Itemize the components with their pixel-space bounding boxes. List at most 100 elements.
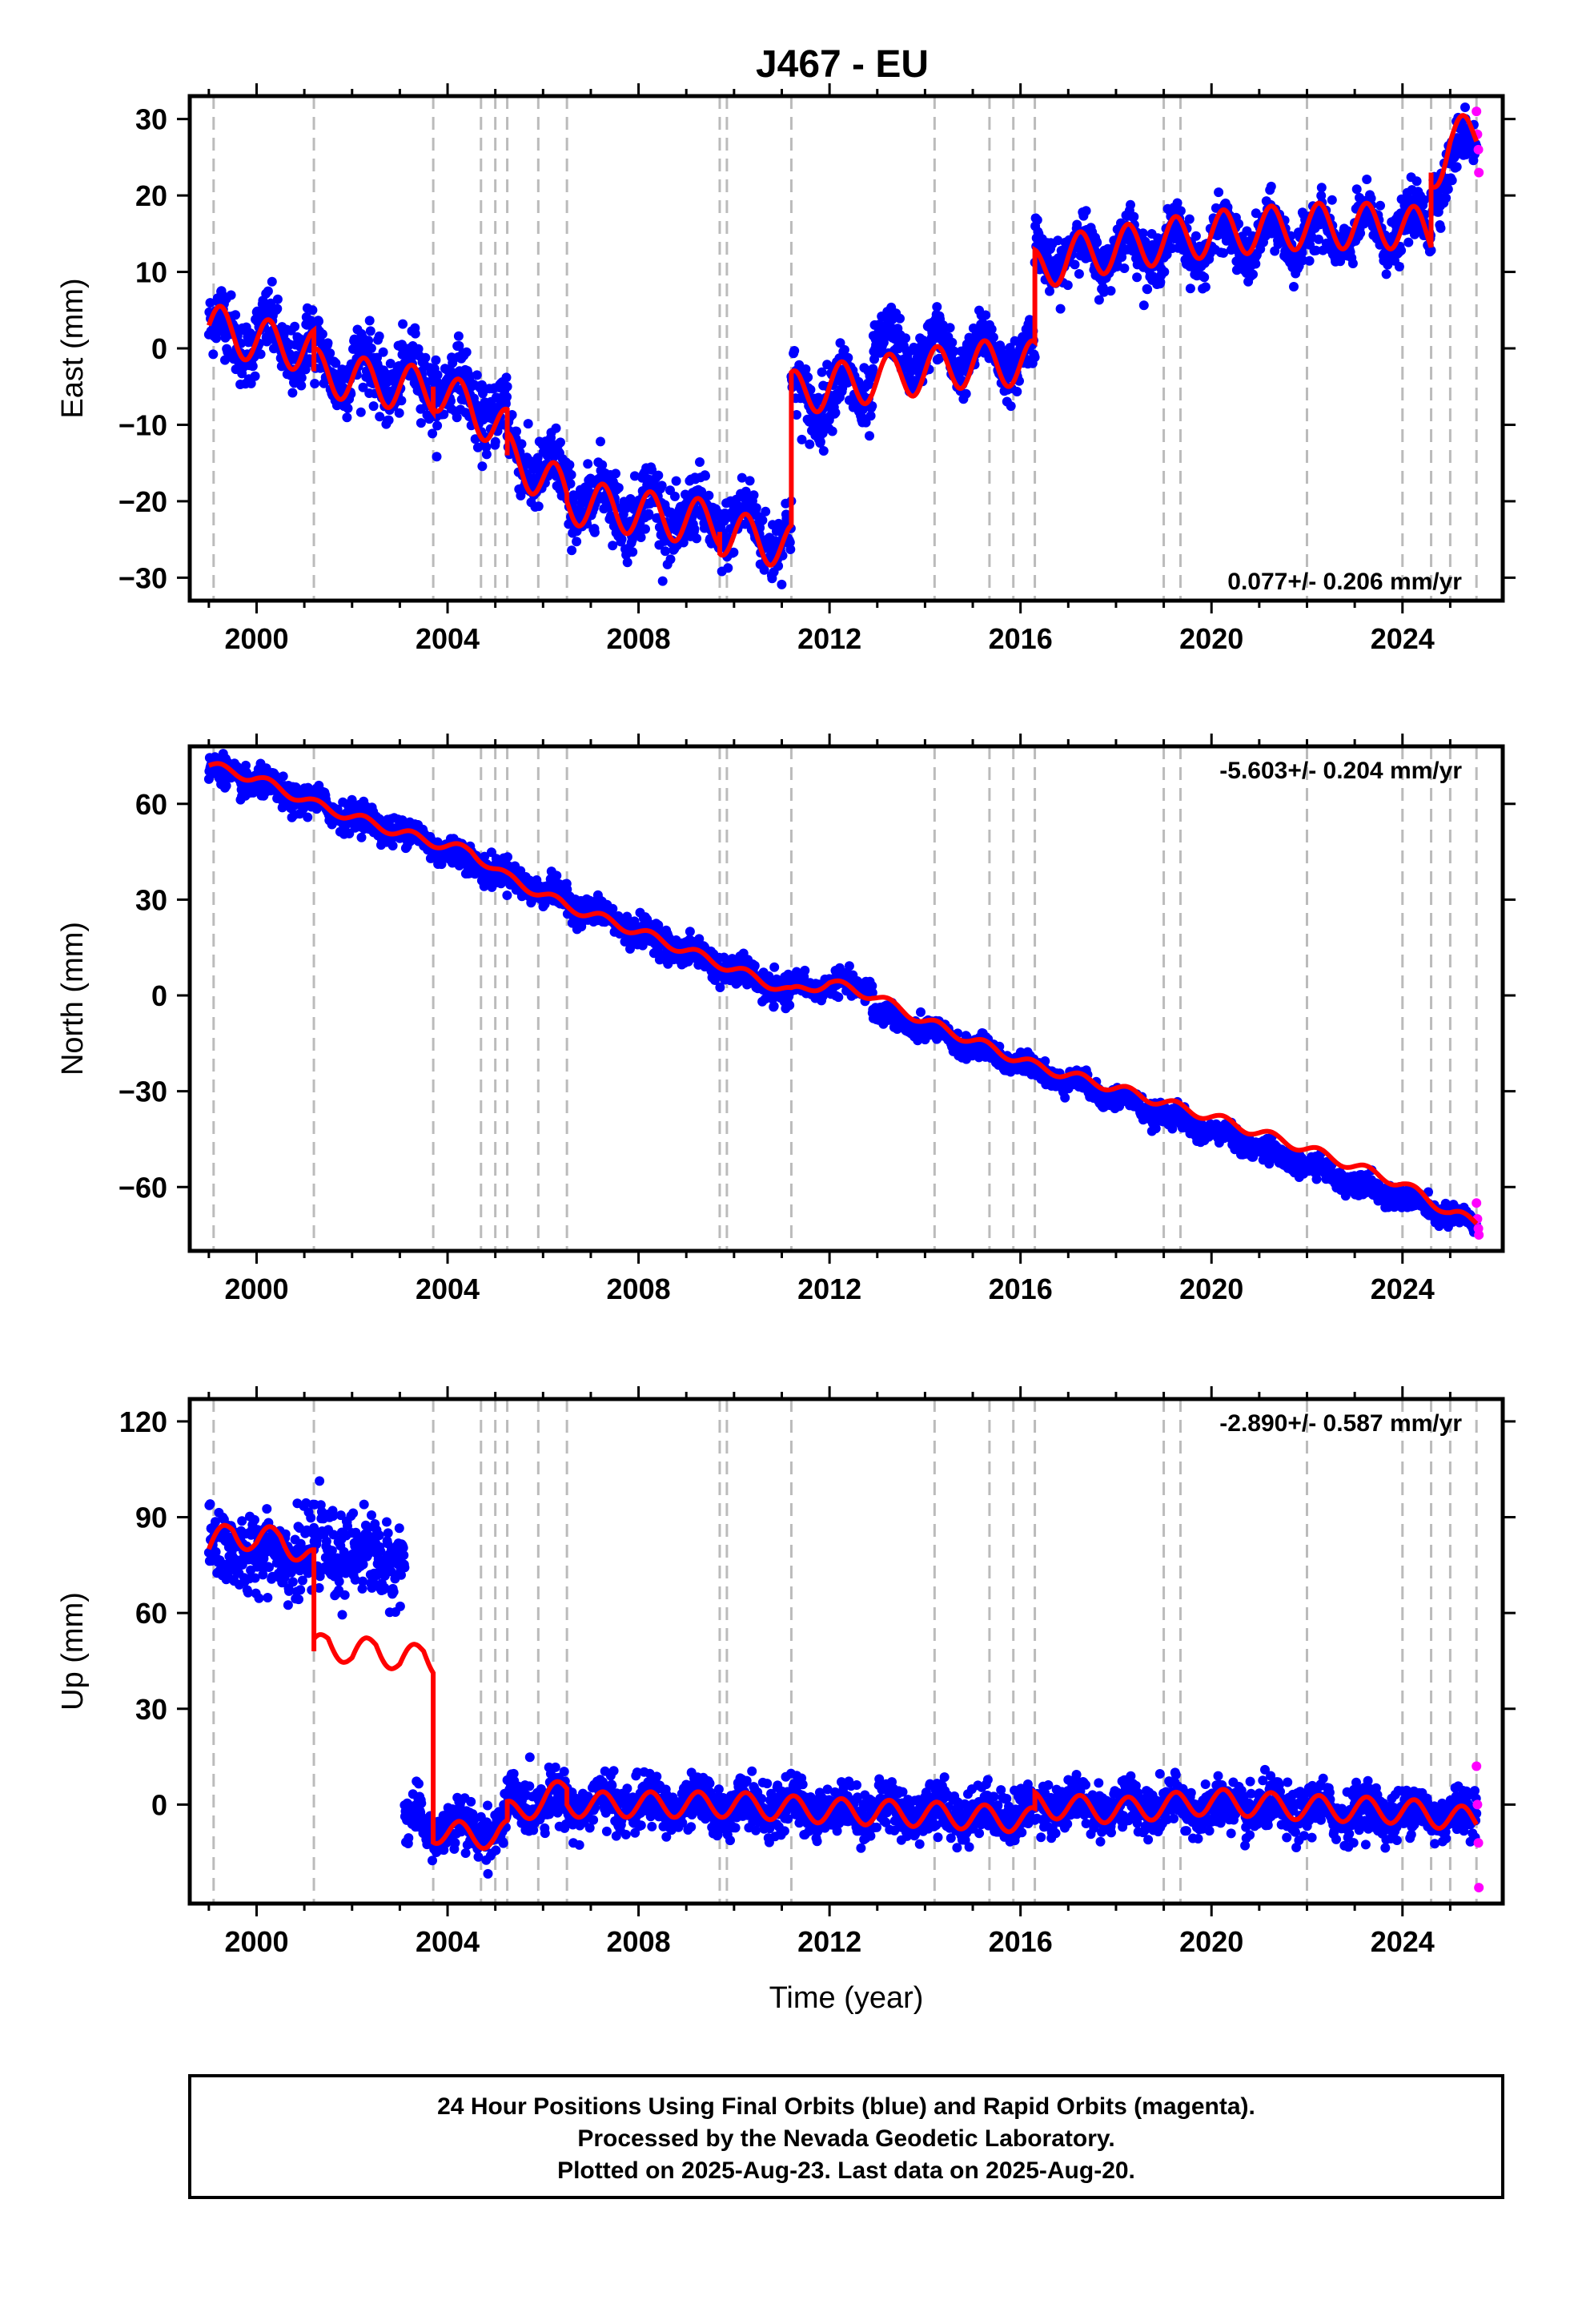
final-orbit-point <box>622 911 632 922</box>
final-orbit-point <box>656 480 667 491</box>
final-orbit-point <box>867 981 877 991</box>
final-orbit-point <box>287 388 298 398</box>
final-orbit-point <box>1355 228 1366 239</box>
final-orbit-point <box>1199 272 1210 283</box>
final-orbit-point <box>368 401 379 412</box>
final-orbit-point <box>1184 214 1195 224</box>
final-orbit-point <box>246 378 256 388</box>
final-orbit-point <box>865 411 876 421</box>
final-orbit-point <box>250 371 260 381</box>
final-orbit-point <box>761 506 771 517</box>
final-orbit-point <box>1040 1056 1050 1066</box>
final-orbit-point <box>695 457 705 467</box>
final-orbit-point <box>387 841 398 850</box>
final-orbit-point <box>1142 284 1153 295</box>
y-tick-label: 30 <box>135 103 167 136</box>
final-orbit-point <box>323 338 333 348</box>
x-tick-label: 2008 <box>607 622 671 655</box>
final-orbit-point <box>1185 283 1195 294</box>
final-orbit-point <box>827 426 837 436</box>
final-orbit-point <box>1411 176 1422 187</box>
final-orbit-point <box>629 471 640 481</box>
y-tick-label: 0 <box>151 332 167 365</box>
final-orbit-point <box>653 920 664 931</box>
final-orbit-point <box>671 476 681 486</box>
final-orbit-point <box>1132 272 1142 283</box>
final-orbit-point <box>981 310 991 320</box>
final-orbit-point <box>307 305 318 316</box>
final-orbit-point <box>480 851 490 862</box>
final-orbit-point <box>342 412 352 423</box>
final-orbit-point <box>1362 175 1372 184</box>
final-orbit-point <box>817 367 827 377</box>
rapid-orbit-point <box>1474 167 1484 178</box>
model-line <box>207 113 1480 568</box>
final-orbit-point <box>431 355 441 365</box>
rapid-orbit-point <box>1473 144 1484 155</box>
final-orbit-point <box>266 298 276 308</box>
final-orbit-point <box>805 439 815 449</box>
final-orbit-point <box>1419 195 1429 205</box>
final-orbit-point <box>565 479 576 489</box>
final-orbit-point <box>704 490 714 501</box>
final-orbit-point <box>785 545 796 554</box>
final-orbit-point <box>792 410 801 420</box>
final-orbit-point <box>1175 206 1186 216</box>
final-orbit-point <box>596 436 605 447</box>
final-orbit-point <box>769 962 780 972</box>
final-orbit-point <box>895 313 905 324</box>
final-orbit-point <box>1403 237 1414 247</box>
final-orbit-point <box>255 349 266 360</box>
final-orbit-point <box>839 344 849 355</box>
final-orbit-point <box>432 452 442 462</box>
final-orbit-point <box>317 329 327 340</box>
final-orbit-point <box>366 343 376 353</box>
final-orbit-point <box>566 469 576 480</box>
final-orbit-point <box>533 501 544 512</box>
final-orbit-point <box>242 767 252 778</box>
final-orbit-point <box>1191 231 1201 241</box>
x-tick-label: 2020 <box>1179 622 1243 655</box>
final-orbit-point <box>932 302 942 312</box>
final-orbit-point <box>512 426 521 436</box>
final-orbit-point <box>428 428 438 439</box>
final-orbit-point <box>1219 247 1229 258</box>
final-orbit-point <box>481 449 492 460</box>
final-orbit-point <box>785 537 795 548</box>
final-orbit-point <box>1441 193 1452 203</box>
final-orbit-point <box>589 527 600 537</box>
final-orbit-point <box>1200 282 1211 292</box>
final-orbit-point <box>916 1007 926 1017</box>
final-orbit-point <box>759 565 769 575</box>
final-orbit-point <box>1266 181 1276 191</box>
final-orbit-point <box>986 324 997 335</box>
final-orbit-point <box>552 870 562 881</box>
final-orbit-point <box>1119 263 1130 273</box>
final-orbit-point <box>1447 175 1457 186</box>
final-orbit-point <box>833 992 844 1003</box>
final-orbit-point <box>1248 269 1258 279</box>
final-orbit-point <box>803 372 813 383</box>
plot-area <box>203 96 1484 601</box>
final-orbit-point <box>683 494 693 505</box>
y-axis-label: East (mm) <box>56 278 90 418</box>
final-orbit-point <box>432 420 443 431</box>
final-orbit-point <box>815 436 825 447</box>
final-orbit-point <box>727 954 737 964</box>
final-orbit-point <box>356 832 367 842</box>
final-orbit-point <box>637 940 648 951</box>
final-orbit-point <box>670 491 680 501</box>
final-orbit-point <box>1297 247 1307 258</box>
final-orbit-point <box>454 340 464 351</box>
final-orbit-point <box>1381 269 1391 279</box>
final-orbit-point <box>502 392 512 402</box>
final-orbit-point <box>568 497 578 508</box>
x-tick-label: 2016 <box>989 622 1053 655</box>
final-orbit-point <box>1231 265 1242 275</box>
final-orbit-point <box>608 903 618 914</box>
final-orbit-point <box>1460 103 1470 112</box>
figure-title: J467 - EU <box>756 43 929 86</box>
final-orbit-point <box>416 418 426 428</box>
final-orbit-point <box>1351 184 1362 195</box>
